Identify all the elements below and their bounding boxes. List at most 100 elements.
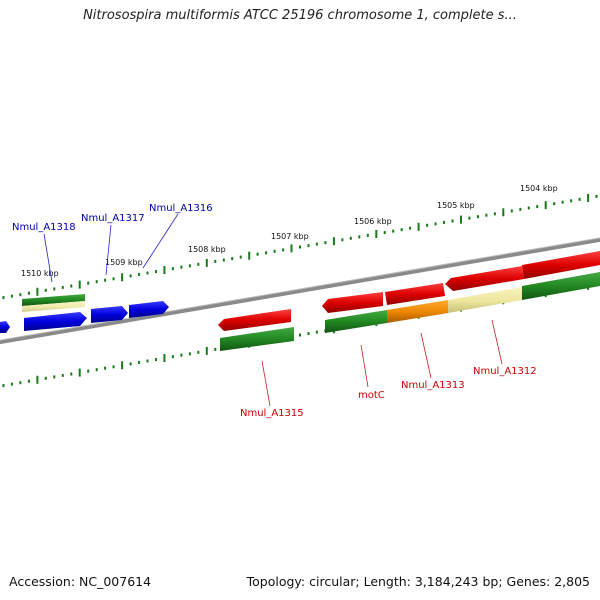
- upper-ruler-tick: [332, 237, 335, 246]
- upper-ruler-tick: [231, 257, 234, 261]
- lower-ruler-tick: [27, 379, 30, 383]
- upper-ruler-tick: [2, 296, 5, 300]
- upper-ruler-tick: [112, 277, 115, 281]
- ruler-label-1508: 1508 kbp: [188, 245, 226, 254]
- upper-ruler-tick: [519, 207, 522, 211]
- upper-ruler-tick: [485, 213, 488, 217]
- upper-ruler-tick: [180, 265, 183, 269]
- gene-blue-left-edge[interactable]: [0, 321, 10, 333]
- gene-label-nmul-a1315[interactable]: Nmul_A1315: [240, 408, 304, 419]
- lower-ruler-tick: [112, 365, 115, 369]
- lower-ruler-tick: [180, 353, 183, 357]
- lower-ruler-tick: [121, 361, 124, 370]
- upper-ruler-tick: [70, 284, 73, 288]
- lower-ruler-tick: [163, 354, 166, 363]
- upper-ruler-tick: [146, 271, 149, 275]
- upper-ruler-tick: [36, 287, 39, 296]
- upper-ruler-tick: [214, 259, 217, 263]
- lower-ruler-tick: [104, 366, 107, 370]
- upper-ruler-tick: [299, 245, 301, 249]
- upper-ruler-tick: [44, 288, 47, 292]
- upper-ruler-tick: [78, 280, 81, 289]
- upper-ruler-tick: [129, 274, 132, 278]
- upper-ruler-tick: [451, 219, 454, 223]
- upper-ruler-tick: [527, 206, 530, 210]
- upper-ruler-tick: [205, 258, 208, 267]
- upper-ruler-tick: [587, 193, 590, 202]
- gene-label-nmul-a1312[interactable]: Nmul_A1312: [473, 366, 537, 377]
- lower-ruler-tick: [10, 382, 13, 386]
- lower-ruler-tick: [146, 359, 149, 363]
- gene-label-motc[interactable]: motC: [358, 390, 385, 401]
- lower-ruler-tick: [19, 381, 22, 385]
- upper-ruler-tick: [570, 199, 573, 203]
- gene-label-nmul-a1316[interactable]: Nmul_A1316: [149, 203, 213, 214]
- upper-ruler-tick: [544, 201, 547, 210]
- gene-red-4[interactable]: [445, 266, 524, 291]
- gene-red-5[interactable]: [522, 251, 600, 279]
- ruler-label-1510: 1510 kbp: [21, 269, 59, 278]
- upper-ruler-tick: [222, 258, 225, 262]
- upper-ruler-tick: [400, 228, 403, 232]
- genome-backbone: [0, 237, 600, 345]
- lower-ruler-tick: [197, 350, 200, 354]
- upper-ruler-tick: [578, 197, 581, 201]
- leader-motc: [360, 344, 369, 388]
- upper-ruler-tick: [138, 272, 140, 276]
- leader-nmul-a1313: [420, 332, 432, 379]
- upper-ruler-tick: [476, 215, 479, 219]
- upper-ruler-tick: [392, 229, 395, 233]
- upper-ruler-tick: [27, 291, 30, 295]
- lower-ruler-tick: [205, 346, 208, 355]
- upper-ruler-tick: [155, 270, 157, 274]
- gene-label-nmul-a1318[interactable]: Nmul_A1318: [12, 222, 76, 233]
- upper-ruler-tick: [265, 251, 268, 255]
- gene-nmul-a1315-red[interactable]: [218, 309, 291, 331]
- upper-ruler-tick: [553, 202, 556, 206]
- upper-ruler-tick: [95, 280, 98, 284]
- gene-nmul-a1317[interactable]: [91, 306, 128, 323]
- gene-red-2[interactable]: [322, 292, 383, 313]
- leader-nmul-a1312: [491, 319, 503, 365]
- gene-nmul-a1318[interactable]: [24, 312, 87, 331]
- gene-label-nmul-a1313[interactable]: Nmul_A1313: [401, 380, 465, 391]
- accession-text: Accession: NC_007614: [9, 574, 152, 589]
- upper-ruler-tick: [256, 252, 259, 256]
- upper-ruler-tick: [595, 194, 598, 198]
- lower-ruler-tick: [87, 369, 90, 373]
- upper-ruler-tick: [510, 209, 513, 213]
- upper-ruler-tick: [188, 264, 191, 268]
- lower-ruler-tick: [155, 358, 157, 362]
- lower-ruler-tick: [188, 352, 191, 356]
- upper-ruler-tick: [324, 241, 327, 245]
- leader-nmul-a1315: [261, 360, 271, 407]
- gene-green-right[interactable]: [522, 272, 600, 300]
- upper-ruler-tick: [163, 266, 166, 275]
- lower-ruler-tick: [129, 362, 132, 366]
- gene-label-nmul-a1317[interactable]: Nmul_A1317: [81, 213, 145, 224]
- gene-red-3[interactable]: [385, 283, 445, 305]
- gene-nmul-a1316[interactable]: [129, 301, 169, 318]
- upper-ruler-tick: [349, 236, 352, 240]
- leader-nmul-a1318: [43, 233, 53, 283]
- upper-ruler-tick: [53, 287, 56, 291]
- ruler-label-1504: 1504 kbp: [520, 184, 558, 193]
- lower-ruler-tick: [95, 368, 98, 372]
- lower-ruler-tick: [36, 375, 39, 384]
- gene-green-1[interactable]: [220, 327, 294, 351]
- ruler-label-1507: 1507 kbp: [271, 232, 309, 241]
- topology-summary: Topology: circular; Length: 3,184,243 bp…: [246, 574, 590, 589]
- ruler-label-1505: 1505 kbp: [437, 201, 475, 210]
- upper-ruler-tick: [197, 262, 200, 266]
- gene-motc-green[interactable]: [325, 310, 387, 333]
- upper-ruler-tick: [19, 293, 22, 297]
- upper-ruler-tick: [375, 230, 378, 238]
- lower-ruler-tick: [214, 347, 217, 351]
- gene-nmul-a1312-khaki[interactable]: [448, 287, 522, 313]
- leader-nmul-a1317: [105, 224, 112, 276]
- upper-ruler-tick: [104, 278, 107, 282]
- gene-nmul-a1313-orange[interactable]: [387, 300, 448, 323]
- upper-ruler-tick: [417, 222, 420, 231]
- gene-block-upper-left[interactable]: [22, 294, 85, 312]
